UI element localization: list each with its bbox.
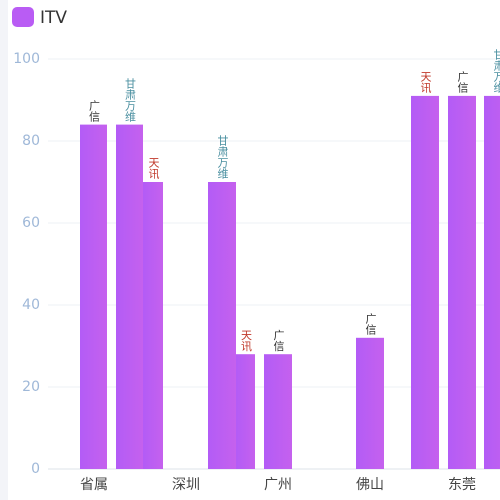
bar-label: 广信 — [272, 329, 285, 352]
y-tick-label: 40 — [22, 297, 40, 313]
y-tick-label: 80 — [22, 133, 40, 149]
bar — [236, 354, 255, 469]
bar-label: 甘肃万维 — [492, 49, 500, 93]
x-tick-label: 佛山 — [356, 477, 384, 493]
x-tick-label: 广州 — [264, 477, 292, 493]
bar — [143, 182, 163, 469]
bar-label: 甘肃万维 — [124, 77, 137, 121]
bar — [116, 124, 143, 469]
side-strip — [0, 0, 8, 500]
bar-label: 天讯 — [147, 157, 160, 180]
legend-swatch[interactable] — [12, 7, 34, 27]
bar — [208, 182, 236, 469]
bar-label: 广信 — [456, 71, 469, 94]
y-tick-label: 60 — [22, 215, 40, 231]
y-tick-label: 20 — [22, 379, 40, 395]
legend-label[interactable]: ITV — [40, 8, 67, 28]
bar — [264, 354, 292, 469]
bar-label: 广信 — [88, 99, 101, 122]
bar — [448, 95, 476, 470]
bar — [411, 95, 439, 470]
x-tick-label: 深圳 — [172, 477, 200, 493]
bar — [484, 95, 500, 470]
bar-label: 天讯 — [419, 71, 432, 94]
bar-label: 甘肃万维 — [216, 135, 229, 179]
bar — [356, 337, 384, 469]
x-tick-label: 东莞 — [448, 477, 476, 493]
x-tick-label: 省属 — [80, 477, 108, 493]
y-tick-label: 100 — [13, 51, 40, 67]
bar-label: 天讯 — [240, 329, 253, 352]
bar-label: 广信 — [364, 312, 377, 335]
bar — [80, 124, 107, 469]
y-tick-label: 0 — [31, 461, 40, 477]
